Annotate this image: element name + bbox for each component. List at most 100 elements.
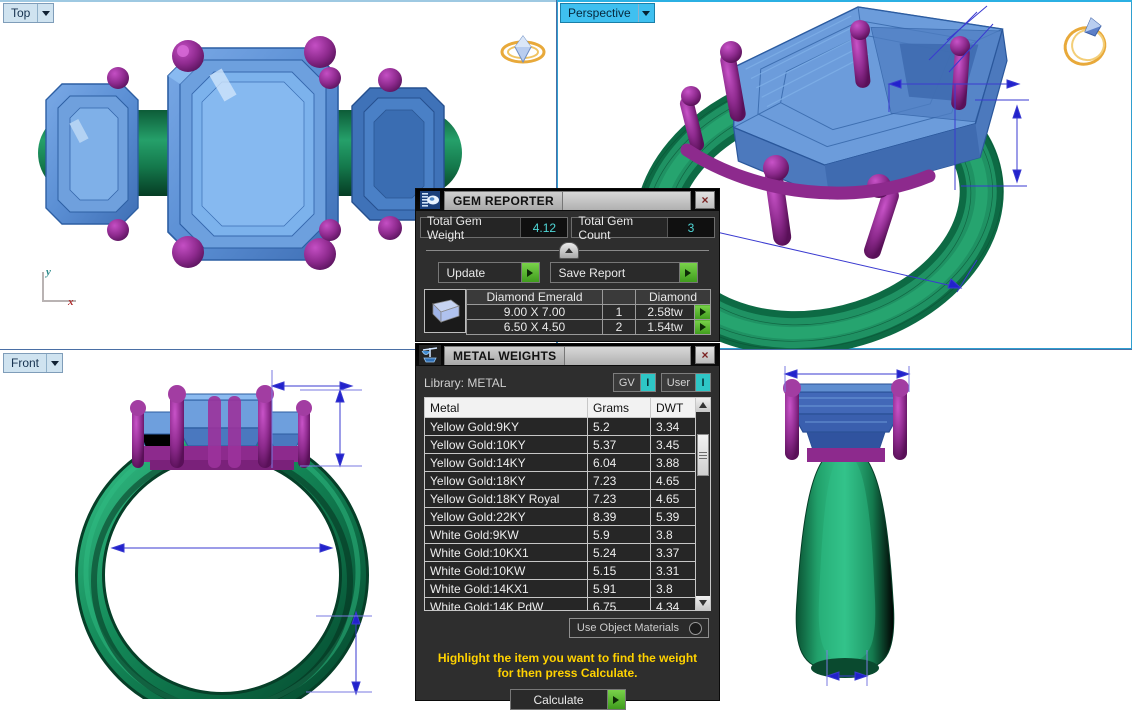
total-gem-weight-label: Total Gem Weight	[421, 214, 521, 242]
metal-table-scrollbar[interactable]	[695, 398, 710, 610]
gem-reporter-body: Total Gem Weight 4.12 Total Gem Count 3 …	[416, 211, 719, 341]
table-row: Yellow Gold:22KY 8.39 5.39	[425, 507, 710, 526]
metal-grams: 5.91	[587, 579, 651, 598]
chevron-down-icon[interactable]	[637, 4, 654, 22]
axis-label-y: y	[46, 266, 51, 278]
metal-name: White Gold:14K PdW	[425, 597, 588, 610]
right-view-model	[783, 366, 911, 686]
ring-top-icon	[498, 28, 548, 68]
metal-grams: 6.75	[587, 597, 651, 610]
close-icon[interactable]: ×	[695, 346, 715, 364]
save-report-label: Save Report	[558, 265, 626, 280]
collapse-handle[interactable]	[426, 242, 709, 259]
play-icon[interactable]	[606, 690, 625, 709]
head-right	[791, 383, 901, 462]
play-icon[interactable]	[678, 263, 697, 282]
save-report-button[interactable]: Save Report	[549, 262, 698, 283]
metal-grams: 5.24	[587, 543, 651, 562]
total-gem-count-label: Total Gem Count	[572, 214, 667, 242]
total-gem-weight-field[interactable]: Total Gem Weight 4.12	[420, 214, 569, 242]
scrollbar-thumb[interactable]	[697, 434, 709, 476]
gem-count-1: 1	[602, 304, 636, 320]
viewport-front-title[interactable]: Front	[3, 353, 64, 373]
gem-col-blank	[602, 289, 636, 305]
metal-grams: 5.9	[587, 525, 651, 544]
titlebar-filler	[562, 190, 691, 210]
chevron-down-icon[interactable]	[46, 354, 62, 372]
metal-grams: 6.04	[587, 453, 651, 472]
gem-reporter-title: GEM REPORTER	[444, 190, 563, 210]
col-grams: Grams	[587, 398, 651, 418]
ring-band-front	[75, 428, 369, 699]
table-row: Yellow Gold:10KY 5.37 3.45	[425, 435, 710, 454]
col-metal: Metal	[425, 398, 588, 418]
metal-name: Yellow Gold:18KY Royal	[425, 489, 588, 508]
metal-name: White Gold:14KX1	[425, 579, 588, 598]
update-label: Update	[446, 265, 486, 280]
gem-thumbnail[interactable]	[424, 289, 466, 333]
gem-row-play-icon[interactable]	[694, 304, 711, 320]
library-label: Library: METAL	[424, 375, 507, 390]
viewport-top[interactable]: Top y x	[0, 0, 557, 350]
gv-toggle[interactable]: GV I	[612, 373, 656, 392]
gem-reporter-icon	[416, 189, 444, 211]
calculate-button[interactable]: Calculate	[509, 689, 626, 710]
use-object-materials-toggle[interactable]: Use Object Materials	[568, 618, 709, 638]
total-gem-count-value: 3	[667, 218, 714, 237]
gem-col-type: Diamond	[635, 289, 711, 305]
hint-line-2: for then press Calculate.	[497, 666, 638, 680]
table-row: Yellow Gold:9KY 5.2 3.34	[425, 417, 710, 436]
gem-reporter-dialog[interactable]: GEM REPORTER × Total Gem Weight 4.12 Tot…	[415, 188, 720, 342]
titlebar-filler	[565, 345, 691, 365]
play-icon[interactable]	[520, 263, 539, 282]
user-toggle[interactable]: User I	[660, 373, 711, 392]
metal-grams: 5.15	[587, 561, 651, 580]
axis-label-x: x	[68, 296, 74, 308]
viewport-top-label: Top	[11, 6, 31, 20]
axis-gizmo-top: y x	[34, 266, 80, 310]
table-row: White Gold:14KX1 5.91 3.8	[425, 579, 710, 598]
viewport-perspective-title[interactable]: Perspective	[560, 3, 655, 23]
viewport-perspective[interactable]: 2.18 5.36 16.15 Perspective	[557, 0, 1132, 350]
table-row: Yellow Gold:18KY Royal 7.23 4.65	[425, 489, 710, 508]
metal-table-grid[interactable]: Metal Grams DWT Yellow Gold:9KY 5.2 3.34 Y…	[424, 397, 711, 611]
gem-reporter-actions: Update Save Report	[418, 260, 717, 287]
viewport-front-label: Front	[11, 356, 40, 370]
gem-weight-1: 2.58tw	[635, 304, 695, 320]
total-gem-count-field[interactable]: Total Gem Count 3	[571, 214, 715, 242]
metal-table: Metal Grams DWT Yellow Gold:9KY 5.2 3.34 Y…	[425, 398, 710, 610]
metal-weights-titlebar[interactable]: METAL WEIGHTS ×	[416, 344, 719, 366]
gem-cut-2: 6.50 X 4.50	[466, 319, 603, 335]
update-button[interactable]: Update	[437, 262, 540, 283]
viewport-top-title[interactable]: Top	[3, 3, 55, 23]
metal-name: Yellow Gold:9KY	[425, 417, 588, 436]
metal-name: Yellow Gold:22KY	[425, 507, 588, 526]
gv-toggle-label: GV	[618, 376, 635, 389]
table-row: White Gold:10KX1 5.24 3.37	[425, 543, 710, 562]
scale-icon	[416, 344, 444, 366]
gem-col-cut: Diamond Emerald	[466, 289, 603, 305]
ring-perspective-icon	[1055, 12, 1117, 68]
dimension-lines-right	[783, 366, 911, 686]
metal-name: Yellow Gold:10KY	[425, 435, 588, 454]
calculate-row: Calculate	[416, 689, 719, 710]
gem-count-2: 2	[602, 319, 636, 335]
chevron-up-icon[interactable]	[558, 242, 579, 259]
chevron-down-icon[interactable]	[37, 4, 53, 22]
table-row: White Gold:10KW 5.15 3.31	[425, 561, 710, 580]
close-icon[interactable]: ×	[695, 191, 715, 209]
radio-icon[interactable]	[689, 621, 702, 635]
gem-reporter-titlebar[interactable]: GEM REPORTER ×	[416, 189, 719, 211]
scroll-down-icon[interactable]	[696, 596, 710, 610]
metal-grams: 5.2	[587, 417, 651, 436]
gem-row-play-icon[interactable]	[694, 319, 711, 335]
use-object-materials-row: Use Object Materials	[416, 611, 719, 638]
front-view-model	[75, 370, 372, 699]
table-row: White Gold:9KW 5.9 3.8	[425, 525, 710, 544]
head-front	[138, 393, 306, 470]
gv-toggle-state: I	[639, 374, 655, 391]
library-row: Library: METAL GV I User I	[416, 371, 719, 397]
metal-weights-dialog[interactable]: METAL WEIGHTS × Library: METAL GV I User…	[415, 343, 720, 710]
scroll-up-icon[interactable]	[696, 398, 710, 412]
gem-weight-2: 1.54tw	[635, 319, 695, 335]
